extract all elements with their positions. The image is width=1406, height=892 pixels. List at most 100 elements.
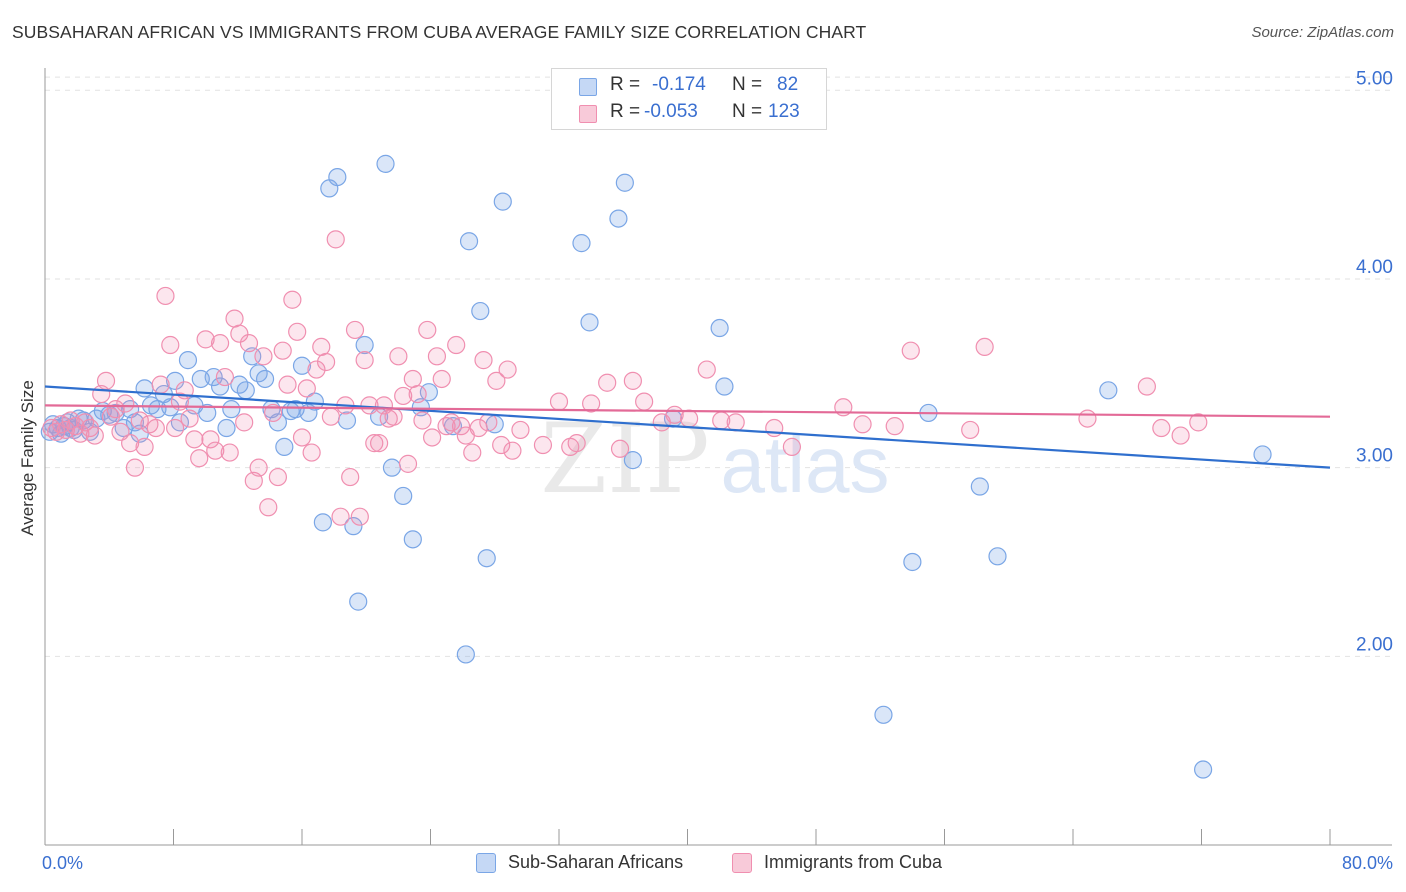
point-cuba [680,409,699,428]
point-cuba [479,413,498,432]
point-subsaharan [615,173,634,192]
point-cuba [156,286,175,306]
n-value: 123 [768,101,800,122]
stats-box: R = -0.174 N = 82 R = -0.053 N = 123 [551,68,827,130]
point-cuba [220,443,239,462]
point-subsaharan [268,413,288,432]
point-cuba [782,437,802,456]
point-subsaharan [210,377,230,396]
point-cuba [1152,418,1171,438]
point-cuba [582,394,601,413]
point-subsaharan [236,381,255,400]
point-subsaharan [166,371,185,390]
tick-labels: 2.00 3.00 4.00 5.00 0.0% 80.0% [42,68,1393,873]
point-cuba [307,360,326,379]
point-cuba [302,443,321,462]
point-cuba [166,418,185,438]
trend-lines [44,385,1331,469]
point-subsaharan [1253,445,1272,464]
point-cuba [492,435,511,455]
r-label: R = [610,101,641,122]
point-cuba [121,434,140,453]
point-cuba [447,335,466,355]
point-cuba [394,386,413,406]
point-cuba [190,449,209,468]
point-subsaharan [874,705,893,724]
grid [45,76,1392,657]
point-cuba [533,435,553,455]
point-cuba [185,430,204,449]
point-subsaharan [255,369,275,389]
point-cuba [273,341,292,360]
point-cuba [283,290,302,309]
y-tick-label: 3.00 [1356,446,1393,467]
legend-label: Immigrants from Cuba [764,852,943,872]
point-cuba [263,403,283,423]
point-cuba [96,371,116,390]
stats-row-cuba: R = -0.053 N = 123 [552,101,826,127]
point-subsaharan [292,356,312,375]
point-subsaharan [1194,760,1213,779]
point-subsaharan [970,477,989,496]
x-tick-label-max: 80.0% [1342,853,1393,873]
point-cuba [161,335,180,355]
r-value: -0.174 [652,74,706,95]
legend-label: Sub-Saharan Africans [508,852,684,872]
point-cuba [125,458,145,477]
point-cuba [268,467,288,487]
point-cuba [201,430,220,449]
legend-swatch-pink [732,853,752,873]
point-cuba [463,443,482,462]
x-tick-label-min: 0.0% [42,853,83,873]
point-cuba [498,360,517,379]
point-cuba [249,458,268,477]
point-cuba [180,409,199,428]
point-cuba [487,371,506,390]
n-label: N = [732,101,763,122]
point-cuba [316,352,336,372]
n-label: N = [732,74,763,95]
point-subsaharan [222,400,241,419]
point-cuba [635,392,654,411]
point-cuba [549,392,569,411]
point-cuba [413,411,432,430]
point-subsaharan [710,318,729,338]
y-tick-label: 5.00 [1356,68,1393,89]
data-points [40,154,1272,779]
point-subsaharan [349,592,368,611]
point-cuba [567,434,586,453]
point-cuba [215,367,234,387]
point-cuba [206,441,225,460]
point-cuba [259,498,278,517]
point-subsaharan [376,154,395,173]
point-cuba [418,320,437,340]
point-cuba [321,407,341,426]
point-cuba [901,341,920,360]
point-cuba [1171,426,1190,445]
point-cuba [503,441,522,460]
point-cuba [85,426,104,445]
point-subsaharan [419,383,438,402]
point-cuba [726,413,745,432]
point-cuba [623,371,642,390]
point-subsaharan [403,530,422,549]
point-cuba [427,347,447,366]
y-axis-label: Average Family Size [18,380,37,536]
point-cuba [225,309,244,328]
series-swatch-blue [579,78,597,96]
r-label: R = [610,74,641,95]
point-cuba [469,418,488,438]
point-cuba [146,418,165,438]
point-cuba [61,411,80,430]
r-value: -0.053 [644,101,698,122]
point-cuba [1137,377,1156,396]
point-cuba [598,373,617,392]
point-subsaharan [135,379,154,398]
point-cuba [389,347,408,366]
axes [44,68,1392,846]
point-subsaharan [623,451,642,470]
point-subsaharan [275,437,294,456]
point-cuba [961,420,980,440]
point-cuba [230,324,249,343]
point-subsaharan [477,549,496,568]
